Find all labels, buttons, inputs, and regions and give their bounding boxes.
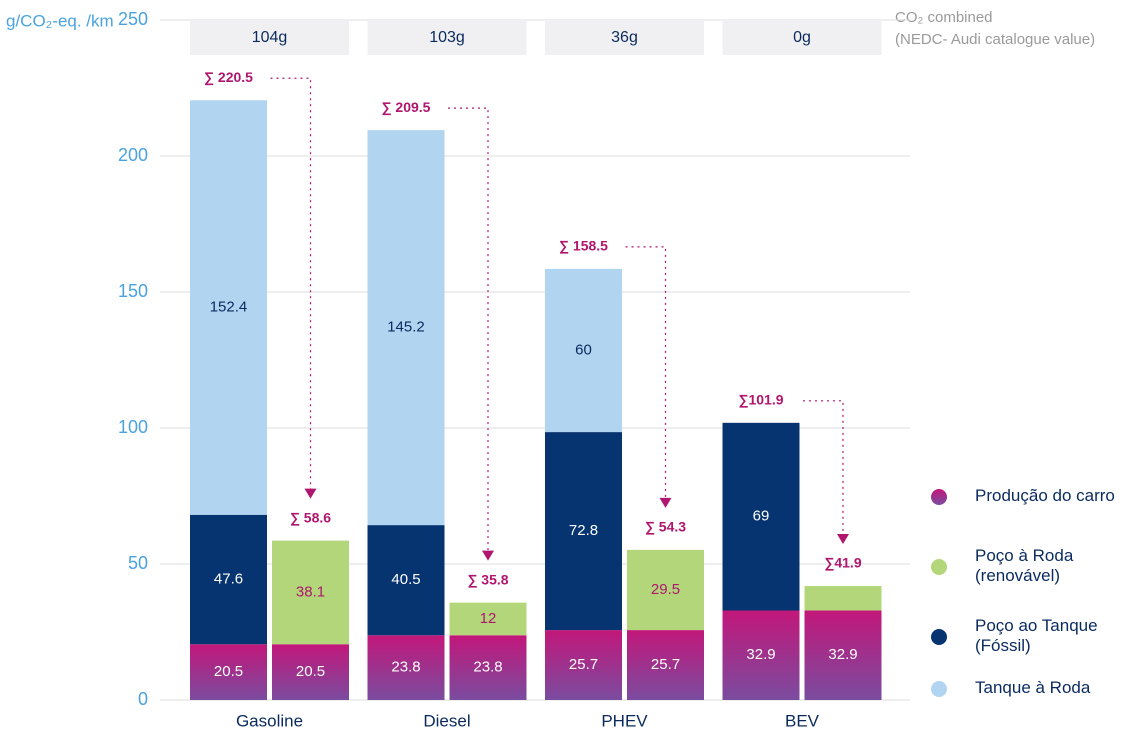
bar-segment: [190, 100, 267, 515]
x-tick-label: PHEV: [601, 711, 648, 730]
value-label: 38.1: [296, 583, 325, 600]
bar-segment: [449, 635, 527, 700]
total-label: ∑101.9: [738, 392, 783, 409]
value-label: 25.7: [569, 656, 598, 673]
total-label: ∑ 54.3: [645, 519, 686, 536]
value-label: 20.5: [214, 663, 243, 680]
bar-segment: [545, 432, 622, 631]
value-label: 29.5: [651, 581, 680, 598]
bar-segment: [367, 635, 445, 700]
y-tick-label: 50: [128, 553, 148, 573]
arrow-head: [482, 550, 494, 561]
value-label: 60: [575, 341, 592, 358]
value-label: 32.9: [828, 646, 857, 663]
bar-segment: [545, 268, 622, 433]
x-tick-label: BEV: [785, 711, 820, 730]
value-label: 32.9: [746, 646, 775, 663]
y-axis-label: g/CO₂-eq. /km: [6, 11, 114, 30]
bar-segment: [449, 602, 527, 636]
value-label: 152.4: [210, 298, 248, 315]
legend-marker: [931, 489, 947, 505]
co2-value: 104g: [252, 29, 288, 46]
value-label: 12: [480, 610, 497, 627]
value-label: 72.8: [569, 522, 598, 539]
total-label: ∑ 58.6: [290, 509, 331, 526]
co2-value: 0g: [793, 29, 811, 46]
y-tick-label: 200: [118, 145, 148, 165]
x-tick-label: Gasoline: [236, 711, 303, 730]
value-label: 145.2: [387, 319, 425, 336]
co2-value: 36g: [611, 29, 638, 46]
legend-label: Tanque à Roda: [975, 678, 1091, 697]
legend-label: Poço ao Tanque (Fóssil): [975, 616, 1098, 655]
co2-title: CO₂ combined: [895, 9, 993, 26]
legend-label: Produção do carro: [975, 486, 1115, 505]
bar-segment: [190, 644, 267, 700]
value-label: 23.8: [473, 659, 502, 676]
y-tick-label: 100: [118, 417, 148, 437]
y-tick-label: 0: [138, 689, 148, 709]
connector: [270, 77, 312, 489]
bar-segment: [272, 644, 349, 700]
connector: [803, 400, 844, 535]
co2-value: 103g: [429, 29, 465, 46]
value-label: 20.5: [296, 663, 325, 680]
connector: [448, 107, 489, 551]
legend-marker: [931, 629, 947, 645]
total-label: ∑ 158.5: [559, 238, 608, 255]
legend-marker: [931, 559, 947, 575]
total-label: ∑ 220.5: [204, 69, 253, 86]
y-tick-label: 150: [118, 281, 148, 301]
value-label: 40.5: [391, 571, 420, 588]
total-label: ∑ 35.8: [467, 571, 508, 588]
bar-segment: [272, 540, 349, 645]
legend-label: Poço à Roda (renovável): [975, 546, 1074, 585]
bar-segment: [190, 514, 267, 645]
legend-marker: [931, 681, 947, 697]
co2-subtitle: (NEDC- Audi catalogue value): [895, 31, 1095, 48]
arrow-head: [659, 497, 672, 508]
arrow-head: [837, 534, 849, 545]
x-tick-label: Diesel: [423, 711, 470, 730]
bar-segment: [367, 130, 445, 526]
value-label: 47.6: [214, 570, 243, 587]
bar-segment: [367, 525, 445, 636]
bar-segment: [804, 586, 882, 611]
co2-box: [190, 20, 349, 55]
value-label: 69: [753, 508, 770, 525]
bar-segment: [722, 422, 800, 611]
total-label: ∑ 209.5: [382, 99, 431, 116]
connector: [625, 246, 667, 498]
value-label: 23.8: [391, 659, 420, 676]
co2-box: [367, 20, 527, 55]
value-label: 25.7: [651, 656, 680, 673]
y-tick-label: 250: [118, 9, 148, 29]
bar-segment: [804, 610, 882, 700]
bar-segment: [627, 630, 704, 700]
bar-segment: [627, 549, 704, 631]
co2-box: [545, 20, 704, 55]
co2-box: [722, 20, 882, 55]
arrow-head: [304, 488, 317, 499]
total-label: ∑41.9: [824, 555, 861, 572]
bar-segment: [722, 610, 800, 700]
bar-segment: [545, 630, 622, 700]
